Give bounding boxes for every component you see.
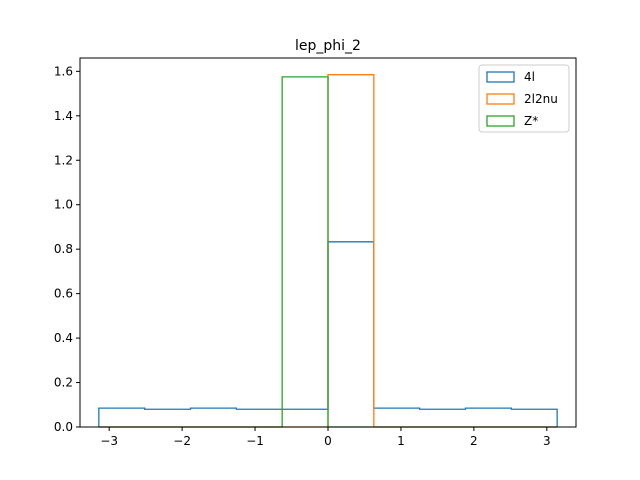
legend: 4l 2l2nu Z* [478,64,570,133]
legend-swatch-2 [486,115,515,127]
x-tick-label: 3 [543,434,551,448]
x-tick-label: −3 [100,434,118,448]
y-tick-label: 0.0 [54,420,73,434]
y-tick-label: 0.6 [54,287,73,301]
y-tick-label: 0.4 [54,331,73,345]
y-tick-label: 1.6 [54,64,73,78]
y-tick-label: 0.2 [54,376,73,390]
y-tick-label: 1.4 [54,109,73,123]
chart-title: lep_phi_2 [295,38,361,54]
x-axis: −3 −2 −1 0 1 2 3 [100,427,551,448]
y-tick-label: 0.8 [54,242,73,256]
legend-label-1: 2l2nu [524,92,558,106]
x-tick-label: 1 [397,434,405,448]
y-axis: 0.0 0.2 0.4 0.6 0.8 1.0 1.2 1.4 1.6 [54,64,80,434]
legend-label-2: Z* [524,114,538,128]
legend-swatch-1 [486,93,515,105]
legend-label-0: 4l [524,70,535,84]
x-tick-label: −1 [246,434,264,448]
y-tick-label: 1.0 [54,198,73,212]
y-tick-label: 1.2 [54,153,73,167]
x-tick-label: 2 [470,434,478,448]
x-tick-label: −2 [173,434,191,448]
legend-swatch-0 [486,71,515,83]
x-tick-label: 0 [324,434,332,448]
